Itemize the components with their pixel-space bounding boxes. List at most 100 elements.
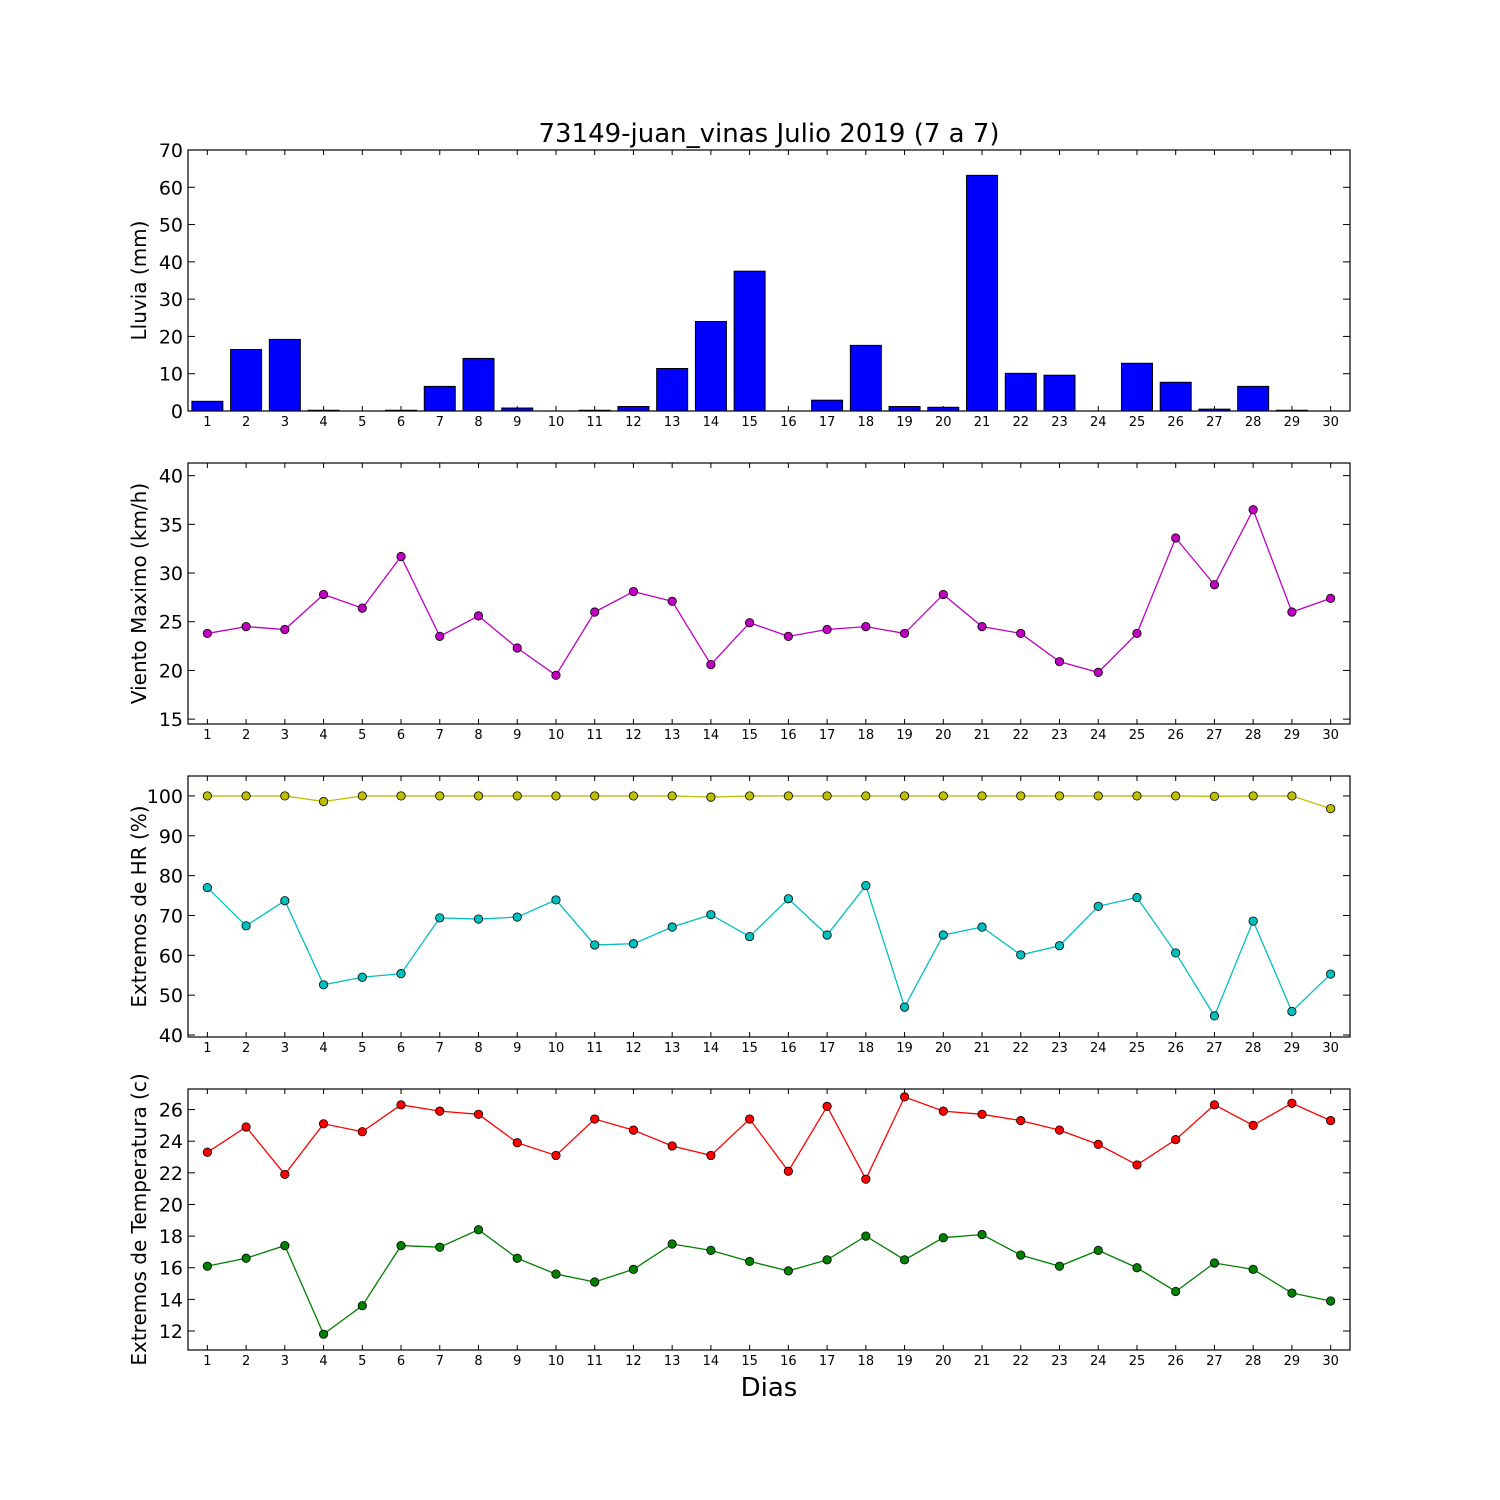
y-tick-label: 40 [159,1025,183,1047]
hr-max-point-11 [590,791,600,801]
x-tick-label: 14 [703,1354,720,1369]
bar-17 [811,399,844,412]
x-tick-label: 15 [741,728,758,743]
x-tick-label: 21 [974,1041,991,1056]
y-tick-label: 14 [159,1289,183,1311]
y-tick-label: 18 [159,1226,183,1248]
temp-max-point-6 [396,1100,406,1110]
temp-min-point-26 [1171,1286,1181,1297]
hr-max-point-3 [280,791,290,801]
x-tick-label: 5 [358,415,366,430]
x-tick-label: 10 [548,728,565,743]
wind-max-point-21 [977,622,987,632]
y-tick-label: 35 [159,514,183,536]
x-tick-label: 30 [1322,1041,1339,1056]
x-tick-label: 9 [513,415,521,430]
x-tick-label: 29 [1284,1041,1301,1056]
x-tick-label: 23 [1051,415,1068,430]
temp-max-point-21 [977,1109,987,1119]
temp-min-point-1 [202,1261,212,1271]
temp-min-point-14 [706,1245,716,1255]
x-tick-label: 13 [664,728,681,743]
x-tick-label: 7 [436,1354,444,1369]
x-tick-label: 19 [896,415,913,430]
hr-max-point-1 [202,791,212,801]
bar-15 [733,270,766,412]
hr-min-point-13 [667,922,677,932]
wind-max-point-3 [280,624,290,635]
temp-min-point-29 [1287,1288,1297,1298]
x-tick-label: 18 [858,415,875,430]
x-tick-label: 29 [1284,415,1301,430]
x-tick-label: 17 [819,1354,836,1369]
x-tick-label: 4 [319,1354,327,1369]
bar-22 [1004,372,1037,412]
temp-max-point-12 [628,1125,639,1135]
temp-max-point-29 [1287,1098,1297,1108]
x-tick-label: 2 [242,728,250,743]
temp-min-point-11 [590,1277,600,1287]
x-tick-label: 8 [474,415,482,430]
temp-max-point-23 [1054,1125,1065,1135]
hr-min-point-19 [899,1002,910,1012]
x-tick-label: 19 [896,1041,913,1056]
hr-max-point-22 [1016,791,1026,801]
bar-7 [423,385,456,412]
temp-max-point-19 [899,1092,910,1102]
x-tick-label: 15 [741,1354,758,1369]
x-tick-label: 18 [858,1354,875,1369]
x-tick-label: 9 [513,1041,521,1056]
y-tick-label: 60 [159,945,183,967]
y-tick-label: 100 [147,786,183,808]
y-tick-label: 40 [159,252,183,274]
hr-min-line [206,884,1332,1018]
x-tick-label: 24 [1090,415,1107,430]
temp-max-point-30 [1326,1116,1336,1126]
x-tick-label: 6 [397,1354,405,1369]
y-tick-label: 0 [171,401,183,423]
x-tick-label: 26 [1167,1354,1184,1369]
wind-max-point-19 [899,628,910,639]
hr-min-point-20 [938,930,948,940]
x-tick-label: 9 [513,1354,521,1369]
hr-max-line [207,795,1331,810]
bar-18 [849,344,882,412]
x-tick-label: 4 [319,1041,327,1056]
y-tick-label: 50 [159,985,183,1007]
bar-4 [307,409,340,412]
bar-26 [1159,381,1192,412]
x-tick-label: 7 [436,1041,444,1056]
hr-max-point-21 [977,791,987,801]
wind-max-point-27 [1209,580,1220,590]
x-tick-label: 7 [436,415,444,430]
temp-min-point-15 [745,1256,755,1267]
wind-max-point-14 [706,659,716,670]
temp-min-point-21 [977,1229,987,1240]
x-tick-label: 29 [1284,1354,1301,1369]
wind-max-point-20 [938,589,948,600]
x-tick-label: 12 [625,1041,642,1056]
x-tick-label: 22 [1012,1041,1029,1056]
x-tick-label: 22 [1012,1354,1029,1369]
hr-max-point-9 [512,791,522,801]
temp-min-point-22 [1016,1250,1026,1260]
hr-max-point-30 [1326,804,1336,814]
temp-min-point-23 [1054,1261,1065,1271]
temp-max-point-18 [861,1174,871,1184]
x-tick-label: 29 [1284,728,1301,743]
hr-min-point-4 [318,980,329,990]
y-tick-label: 10 [159,364,183,386]
hr-min-point-1 [202,882,212,893]
hr-max-point-20 [938,791,948,801]
bar-3 [268,338,301,412]
x-tick-label: 28 [1245,415,1262,430]
temp-max-point-25 [1132,1160,1142,1170]
x-tick-label: 22 [1012,728,1029,743]
x-tick-label: 30 [1322,415,1339,430]
x-tick-label: 12 [625,728,642,743]
hr-min-point-30 [1326,969,1336,979]
temp-min-point-13 [667,1239,677,1249]
